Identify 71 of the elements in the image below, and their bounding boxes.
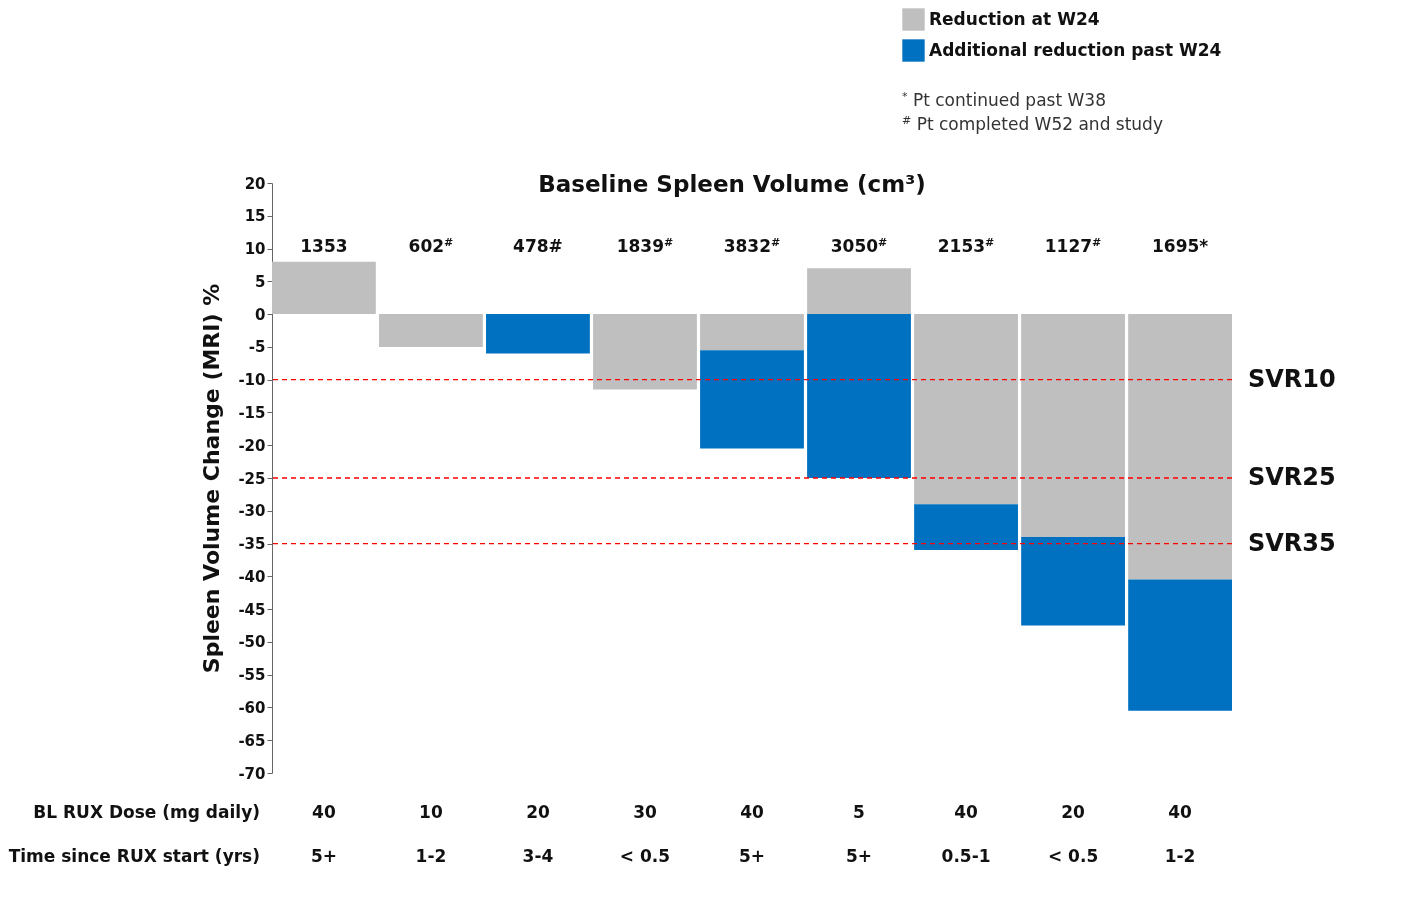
text: < 0.5 (619, 846, 671, 866)
bar (1128, 314, 1232, 580)
y-tick-label: -70 (238, 764, 266, 783)
bar (272, 261, 376, 315)
text: 10 (419, 802, 443, 822)
text: 40 (740, 802, 764, 822)
bar (379, 314, 483, 347)
y-tick-label: -35 (238, 535, 266, 554)
y-tick-label: -60 (238, 698, 266, 717)
x-tick-label: 3050$^{#}$ (830, 235, 888, 256)
text: 3-4 (522, 846, 554, 866)
text: 40 (312, 802, 336, 822)
bar (914, 504, 1018, 551)
text: 5+ (738, 846, 766, 866)
text: 0.5-1 (941, 846, 991, 866)
text: $^{#}$ Pt completed W52 and study (902, 113, 1163, 134)
text: 5 (853, 802, 865, 822)
chart-title: Baseline Spleen Volume (cm³) (538, 171, 926, 197)
x-tick-label: 1353 (300, 235, 348, 256)
x-tick-label: 602$^{#}$ (408, 235, 454, 256)
ref-line-label: SVR10 (1248, 364, 1336, 393)
y-tick-label: -40 (238, 567, 266, 586)
x-tick-label: 3832$^{#}$ (723, 235, 781, 256)
y-tick-label: -45 (238, 600, 266, 619)
y-tick-label: 5 (255, 272, 266, 291)
y-tick-label: -20 (238, 436, 266, 455)
bar (807, 314, 911, 478)
y-tick-label: -5 (248, 338, 266, 357)
bar (914, 314, 1018, 505)
text: 1-2 (415, 846, 447, 866)
text: 1-2 (1164, 846, 1196, 866)
bar (1021, 314, 1125, 537)
y-tick-label: -55 (238, 666, 266, 685)
legend-label: Additional reduction past W24 (929, 39, 1222, 60)
y-axis-title: Spleen Volume Change (MRI) % (199, 283, 225, 674)
text: 40 (954, 802, 979, 822)
x-tick-label: 478# (513, 235, 563, 256)
bar (593, 314, 697, 390)
y-tick-label: 0 (255, 305, 266, 324)
x-tick-label: 2153$^{#}$ (937, 235, 995, 256)
x-tick-label: 1127$^{#}$ (1044, 235, 1102, 256)
text: Time since RUX start (yrs) (8, 846, 260, 866)
text: 30 (633, 802, 657, 822)
text: $^{*}$ Pt continued past W38 (902, 89, 1106, 110)
bar (1128, 579, 1232, 711)
text: 40 (1168, 802, 1193, 822)
y-tick-label: 20 (244, 174, 266, 193)
y-tick-label: -30 (238, 502, 266, 521)
text: < 0.5 (1047, 846, 1099, 866)
y-tick-label: 15 (244, 207, 266, 226)
bar (700, 350, 804, 449)
y-tick-label: -50 (238, 633, 266, 652)
bar (1021, 537, 1125, 626)
ref-line-label: SVR35 (1248, 528, 1336, 557)
legend-label: Reduction at W24 (929, 8, 1100, 29)
text: 5+ (310, 846, 337, 866)
text: 20 (526, 802, 550, 822)
text: 5+ (845, 846, 873, 866)
bar (486, 314, 590, 354)
x-tick-label: 1839$^{#}$ (616, 235, 674, 256)
text: 20 (1061, 802, 1086, 822)
x-tick-label: 1695* (1151, 235, 1209, 256)
ref-line-label: SVR25 (1248, 463, 1336, 491)
bar (700, 314, 804, 351)
y-tick-label: 10 (244, 240, 266, 259)
y-tick-label: -25 (238, 469, 266, 488)
bar (807, 268, 911, 315)
y-tick-label: -15 (238, 403, 266, 422)
y-tick-label: -65 (238, 731, 266, 750)
y-tick-label: -10 (238, 371, 266, 390)
text: BL RUX Dose (mg daily) (33, 802, 260, 822)
